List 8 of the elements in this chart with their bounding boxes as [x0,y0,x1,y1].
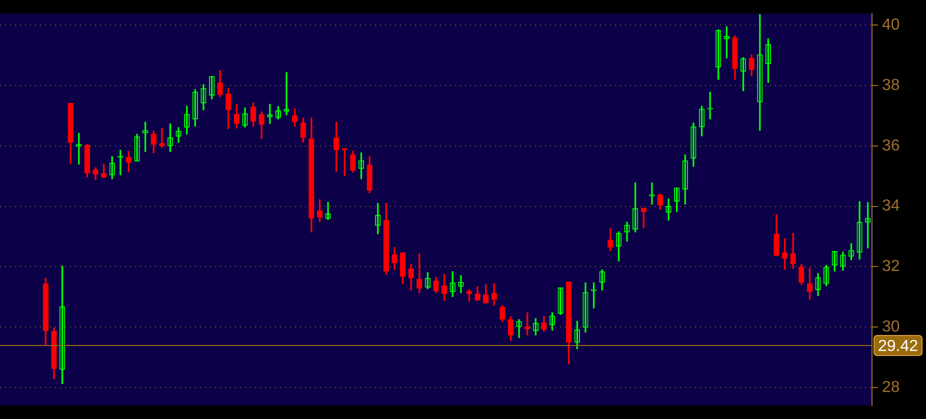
ref-line-label: 29.42 [878,338,918,355]
y-tick-label: 32 [882,258,900,276]
y-tick-label: 30 [882,318,900,336]
y-tick-label: 34 [882,198,900,215]
y-tick-label: 36 [882,137,900,154]
y-tick-label: 28 [882,378,900,396]
y-tick-label: 40 [882,16,900,34]
y-tick-label: 38 [882,76,900,94]
